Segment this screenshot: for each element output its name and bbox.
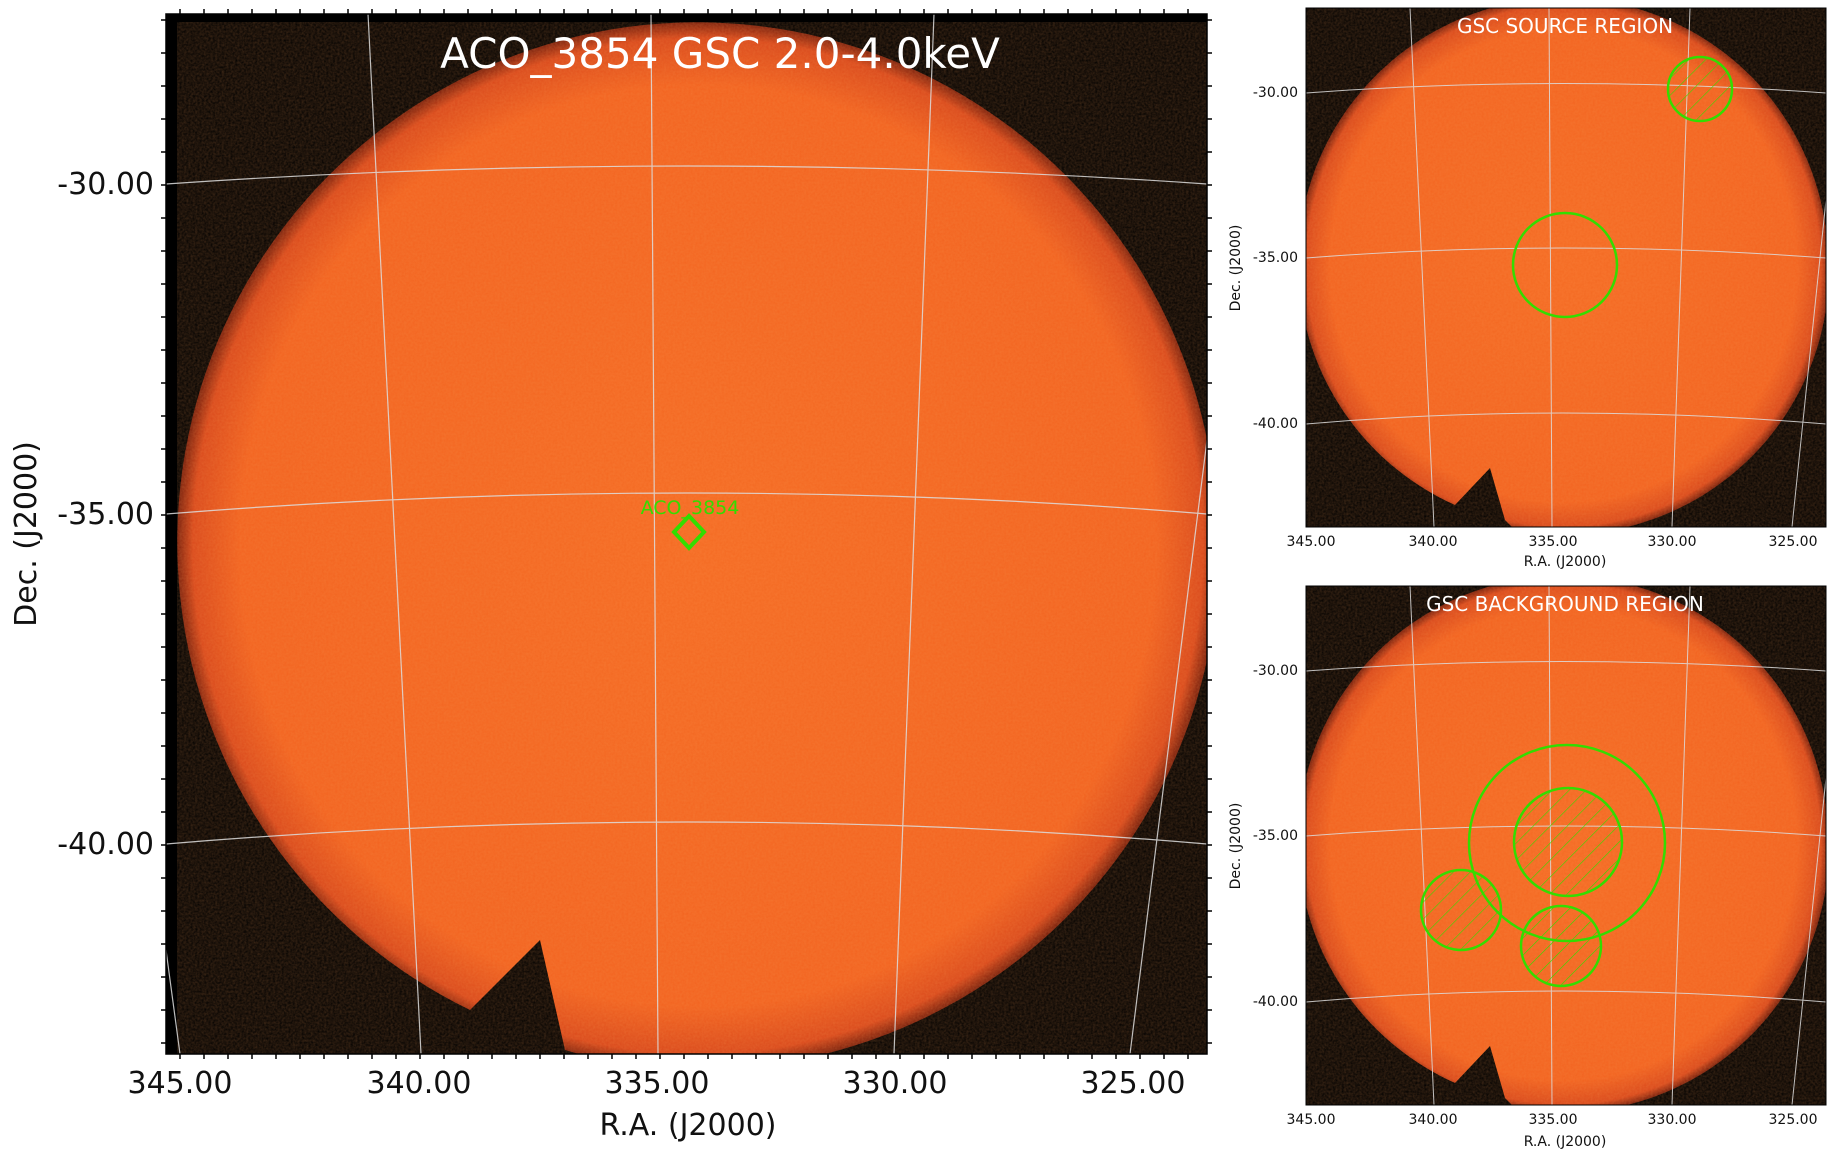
background-xtick-345: 345.00 (1287, 1112, 1336, 1128)
background-xtick-335: 335.00 (1529, 1112, 1578, 1128)
background-xtick-325: 325.00 (1769, 1112, 1818, 1128)
exclusion-region-circle (1666, 55, 1734, 123)
background-source-excluded (1512, 786, 1624, 898)
source-region-circle (1511, 211, 1619, 319)
background-ytick-40: -40.00 (1253, 994, 1298, 1010)
main-y-axis-label: Dec. (J2000) (9, 441, 44, 627)
source-y-axis-label: Dec. (J2000) (1228, 225, 1244, 312)
main-x-axis-label: R.A. (J2000) (600, 1108, 777, 1143)
background-x-tick-labels: 345.00 340.00 335.00 330.00 325.00 (1287, 1112, 1818, 1128)
background-ytick-30: -30.00 (1253, 663, 1298, 679)
source-marker-label: ACO_3854 (641, 497, 740, 519)
source-panel-title: GSC SOURCE REGION (1457, 14, 1673, 38)
main-x-tick-labels: 345.00 340.00 335.00 330.00 325.00 (128, 1066, 1186, 1101)
main-coordinate-grid (166, 14, 1207, 1054)
main-ytick-35: -35.00 (57, 497, 154, 532)
main-ytick-30: -30.00 (57, 167, 154, 202)
main-xtick-330: 330.00 (843, 1066, 948, 1101)
source-xtick-325: 325.00 (1769, 534, 1818, 550)
source-ytick-40: -40.00 (1253, 416, 1298, 432)
source-xtick-335: 335.00 (1529, 534, 1578, 550)
source-coordinate-grid (1306, 8, 1826, 527)
source-xtick-330: 330.00 (1648, 534, 1697, 550)
background-x-axis-label: R.A. (J2000) (1524, 1134, 1607, 1150)
background-y-axis-label: Dec. (J2000) (1228, 803, 1244, 890)
main-xtick-325: 325.00 (1081, 1066, 1186, 1101)
background-excluded-bottom (1519, 904, 1603, 988)
background-y-tick-labels: -30.00 -35.00 -40.00 (1253, 663, 1298, 1010)
main-ytick-40: -40.00 (57, 827, 154, 862)
source-x-tick-labels: 345.00 340.00 335.00 330.00 325.00 (1287, 534, 1818, 550)
main-y-tick-labels: -30.00 -35.00 -40.00 (57, 167, 154, 862)
source-xtick-345: 345.00 (1287, 534, 1336, 550)
background-xtick-330: 330.00 (1648, 1112, 1697, 1128)
main-tick-marks (161, 9, 1212, 1059)
source-y-tick-labels: -30.00 -35.00 -40.00 (1253, 85, 1298, 432)
source-marker-diamond (671, 513, 707, 551)
background-region-panel: GSC BACKGROUND REGION 345.00 340.00 335.… (1228, 585, 1827, 1150)
background-xtick-340: 340.00 (1409, 1112, 1458, 1128)
main-title: ACO_3854 GSC 2.0-4.0keV (440, 29, 1000, 78)
source-ytick-30: -30.00 (1253, 85, 1298, 101)
main-xtick-340: 340.00 (367, 1066, 472, 1101)
main-image-panel: ACO_3854 ACO_3854 GSC 2.0-4.0keV 345.00 … (9, 9, 1212, 1143)
background-excluded-left (1419, 868, 1503, 952)
main-xtick-345: 345.00 (128, 1066, 233, 1101)
source-xtick-340: 340.00 (1409, 534, 1458, 550)
background-ytick-35: -35.00 (1253, 828, 1298, 844)
source-region-panel: GSC SOURCE REGION 345.00 340.00 335.00 3… (1228, 7, 1827, 570)
background-panel-title: GSC BACKGROUND REGION (1426, 592, 1704, 616)
source-x-axis-label: R.A. (J2000) (1524, 554, 1607, 570)
source-ytick-35: -35.00 (1253, 250, 1298, 266)
main-xtick-335: 335.00 (605, 1066, 710, 1101)
